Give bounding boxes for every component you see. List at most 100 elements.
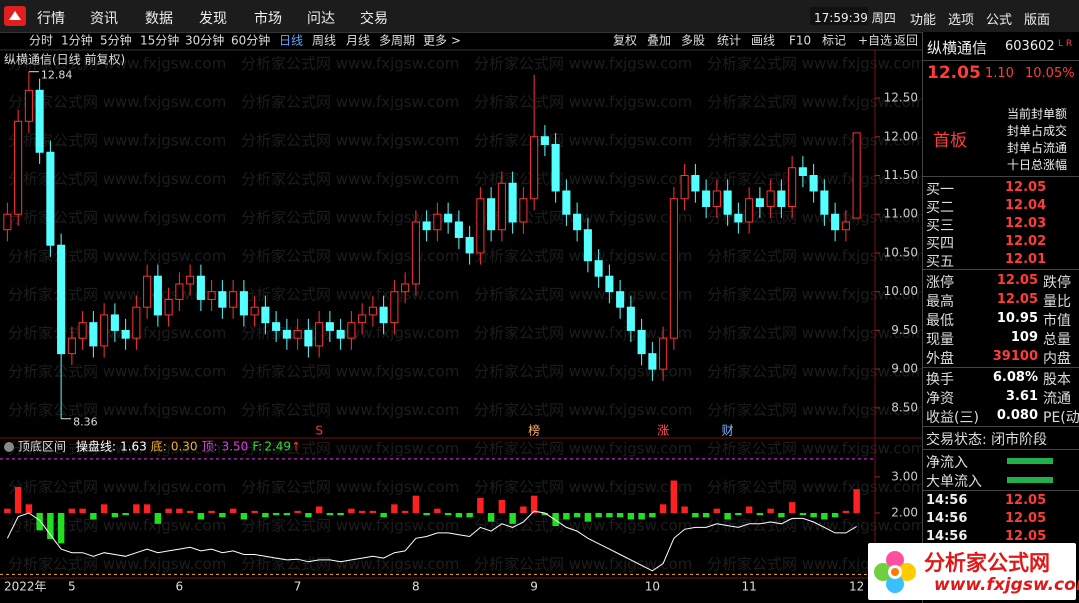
candle-body (110, 314, 119, 331)
indicator-bar (90, 513, 97, 520)
period-button[interactable]: 多周期 (379, 34, 415, 48)
watermark: 分析家公式网 www.fxjgsw.com (241, 132, 459, 150)
menu-item[interactable]: 交易 (360, 11, 388, 27)
indicator-header-text: ↑ (291, 440, 301, 454)
indicator-bar (821, 513, 828, 520)
stat-label: 外盘 (926, 351, 954, 367)
period-button[interactable]: 更多 > (423, 34, 461, 48)
menu-right-item[interactable]: 公式 (986, 13, 1013, 28)
menu-bar: 行情 资讯 数据 发现 市场 问达 交易 17:59:39 周四 功能 选项 公式 版面 (0, 0, 1079, 33)
indicator-bar (584, 513, 592, 522)
watermark: 分析家公式网 www.fxjgsw.com (474, 555, 692, 573)
period-button[interactable]: 分时 (29, 34, 53, 48)
indicator-bar (68, 508, 76, 513)
watermark: 分析家公式网 www.fxjgsw.com (8, 93, 226, 111)
candle-body (777, 190, 786, 207)
indicator-bar (477, 497, 484, 513)
candle-body (551, 144, 560, 192)
watermark: 分析家公式网 www.fxjgsw.com (241, 93, 459, 111)
watermark: 分析家公式网 www.fxjgsw.com (241, 170, 459, 188)
clock: 17:59:39 周四 (814, 11, 896, 25)
menu-item[interactable]: 资讯 (90, 11, 118, 27)
period-button[interactable]: 30分钟 (185, 33, 224, 48)
period-button[interactable]: 60分钟 (231, 33, 270, 48)
candle-body (207, 291, 216, 300)
stat-label: 涨停 (926, 275, 954, 291)
watermark: 分析家公式网 www.fxjgsw.com (707, 286, 922, 304)
candle-body (433, 213, 442, 231)
candle-body (755, 198, 764, 207)
menu-right-item[interactable]: 选项 (948, 13, 975, 28)
indicator-bar (305, 513, 312, 518)
menu-right-item[interactable]: 版面 (1024, 13, 1051, 28)
tool-button[interactable]: 叠加 (647, 34, 671, 48)
indicator-bar (36, 513, 43, 531)
indicator-bar (57, 513, 65, 544)
candle-body (659, 337, 668, 370)
y-tick-label: 11.50 (884, 168, 918, 182)
candle-body (401, 283, 410, 293)
tool-button[interactable]: 返回 (894, 34, 918, 48)
watermark: 分析家公式网 www.fxjgsw.com (8, 286, 226, 304)
period-button[interactable]: 15分钟 (140, 33, 179, 48)
tool-button[interactable]: 多股 (681, 34, 705, 48)
menu-item[interactable]: 数据 (145, 11, 173, 27)
watermark: 分析家公式网 www.fxjgsw.com (8, 55, 226, 73)
indicator-bar (799, 513, 807, 516)
tool-button[interactable]: 复权 (613, 34, 637, 48)
panel-separator (923, 490, 1079, 491)
watermark: 分析家公式网 www.fxjgsw.com (474, 132, 692, 150)
tick-time: 14:56 (926, 529, 968, 544)
tool-button[interactable]: 标记 (822, 34, 846, 48)
indicator-bar (165, 508, 172, 513)
watermark: 分析家公式网 www.fxjgsw.com (8, 555, 226, 573)
stat-label: 最低 (926, 313, 954, 329)
pane-icon (4, 442, 14, 452)
menu-item[interactable]: 问达 (307, 11, 335, 27)
x-tick-label: 5 (68, 580, 76, 594)
menu-item[interactable]: 发现 (199, 11, 227, 27)
indicator-bar (509, 513, 516, 524)
tool-button[interactable]: F10 (789, 34, 811, 48)
bid-price: 12.04 (1005, 198, 1047, 213)
tool-button[interactable]: 画线 (751, 34, 775, 48)
indicator-line (6, 510, 857, 572)
period-button[interactable]: 1分钟 (61, 33, 93, 48)
watermark: 分析家公式网 www.fxjgsw.com (474, 401, 692, 419)
x-tick-label: 10 (645, 580, 660, 594)
tool-button[interactable]: 统计 (717, 34, 741, 48)
candle-body (14, 120, 23, 215)
indicator-bar (251, 510, 258, 513)
menu-right-item[interactable]: 功能 (910, 13, 937, 28)
candle-body (530, 136, 539, 200)
period-button[interactable]: 月线 (346, 34, 370, 48)
indicator-bar (530, 495, 538, 513)
period-button[interactable]: 周线 (312, 34, 336, 48)
indicator-bar (219, 513, 226, 518)
panel-separator (923, 367, 1079, 368)
stat-label: 净资 (926, 391, 954, 407)
menu-item[interactable]: 市场 (254, 11, 282, 27)
stat-label: 最高 (926, 294, 954, 310)
candle-body (616, 291, 625, 308)
period-button[interactable]: 5分钟 (100, 33, 132, 48)
logo-text: 分析家公式网 (924, 551, 1050, 575)
candle-body (358, 314, 367, 324)
x-tick-label: 8 (412, 580, 420, 594)
bid-price: 12.01 (1005, 252, 1047, 267)
stat-right-label: 市值 (1043, 313, 1071, 329)
panel-separator (923, 60, 1079, 61)
tool-button[interactable]: +自选 (858, 34, 892, 48)
x-tick-label: 2022年 (4, 580, 47, 594)
indicator-bar (595, 513, 602, 518)
candle-body (24, 89, 33, 122)
indicator-bar (745, 506, 753, 513)
bid-price: 12.02 (1005, 234, 1047, 249)
event-marker: 榜 (528, 423, 540, 438)
menu-item[interactable]: 行情 (37, 11, 65, 27)
indicator-bar (143, 504, 151, 513)
indicator-header-text: 3.50 (222, 440, 249, 454)
bid-price: 12.05 (1005, 180, 1047, 195)
panel-separator (923, 449, 1079, 450)
period-button[interactable]: 日线 (279, 34, 303, 48)
